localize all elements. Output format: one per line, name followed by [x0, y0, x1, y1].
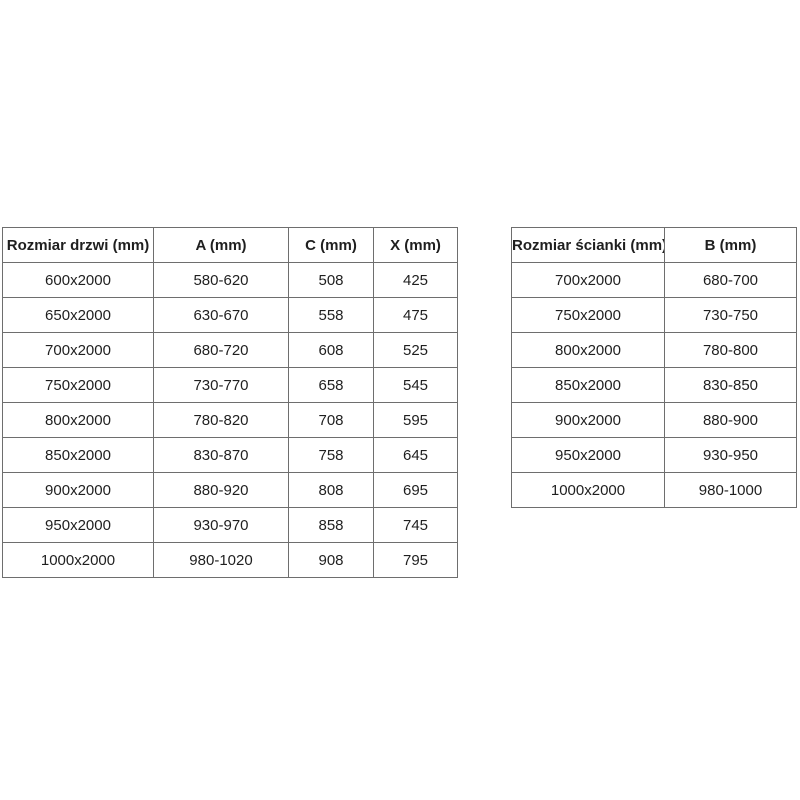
table-cell: 930-970: [153, 507, 289, 543]
table-row: 700x2000 680-720 608 525: [2, 332, 458, 368]
table-cell: 950x2000: [511, 437, 665, 473]
table-cell: 850x2000: [511, 367, 665, 403]
table-cell: 850x2000: [2, 437, 154, 473]
table-cell: 595: [373, 402, 458, 438]
table-cell: 600x2000: [2, 262, 154, 298]
table-header-cell: Rozmiar drzwi (mm): [2, 227, 154, 263]
table-row: 650x2000 630-670 558 475: [2, 297, 458, 333]
table-cell: 808: [288, 472, 374, 508]
table-cell: 758: [288, 437, 374, 473]
table-cell: 780-800: [664, 332, 797, 368]
table-cell: 650x2000: [2, 297, 154, 333]
table-cell: 980-1000: [664, 472, 797, 508]
table-cell: 730-770: [153, 367, 289, 403]
table-cell: 830-870: [153, 437, 289, 473]
table-header-row: Rozmiar ścianki (mm) B (mm): [511, 227, 797, 263]
table-header-cell: C (mm): [288, 227, 374, 263]
table-cell: 950x2000: [2, 507, 154, 543]
table-row: 800x2000 780-820 708 595: [2, 402, 458, 438]
table-cell: 580-620: [153, 262, 289, 298]
door-dimensions-table: Rozmiar drzwi (mm) A (mm) C (mm) X (mm) 600x…: [2, 227, 458, 578]
table-header-cell: B (mm): [664, 227, 797, 263]
table-cell: 900x2000: [2, 472, 154, 508]
table-header-cell: X (mm): [373, 227, 458, 263]
table-cell: 900x2000: [511, 402, 665, 438]
table-row: 800x2000 780-800: [511, 332, 797, 368]
table-row: 600x2000 580-620 508 425: [2, 262, 458, 298]
table-cell: 425: [373, 262, 458, 298]
table-cell: 645: [373, 437, 458, 473]
table-cell: 780-820: [153, 402, 289, 438]
table-cell: 1000x2000: [511, 472, 665, 508]
table-cell: 545: [373, 367, 458, 403]
table-cell: 795: [373, 542, 458, 578]
table-cell: 680-720: [153, 332, 289, 368]
table-cell: 858: [288, 507, 374, 543]
table-cell: 830-850: [664, 367, 797, 403]
table-row: 750x2000 730-750: [511, 297, 797, 333]
table-cell: 750x2000: [511, 297, 665, 333]
table-cell: 608: [288, 332, 374, 368]
table-row: 850x2000 830-870 758 645: [2, 437, 458, 473]
table-header-row: Rozmiar drzwi (mm) A (mm) C (mm) X (mm): [2, 227, 458, 263]
table-cell: 750x2000: [2, 367, 154, 403]
table-cell: 525: [373, 332, 458, 368]
table-cell: 745: [373, 507, 458, 543]
table-cell: 800x2000: [511, 332, 665, 368]
table-cell: 475: [373, 297, 458, 333]
table-row: 1000x2000 980-1000: [511, 472, 797, 508]
table-row: 900x2000 880-920 808 695: [2, 472, 458, 508]
table-cell: 880-920: [153, 472, 289, 508]
table-cell: 800x2000: [2, 402, 154, 438]
table-header-cell: A (mm): [153, 227, 289, 263]
table-cell: 680-700: [664, 262, 797, 298]
wall-dimensions-table: Rozmiar ścianki (mm) B (mm) 700x2000 680-70…: [511, 227, 797, 508]
table-row: 950x2000 930-970 858 745: [2, 507, 458, 543]
table-row: 750x2000 730-770 658 545: [2, 367, 458, 403]
table-row: 850x2000 830-850: [511, 367, 797, 403]
table-cell: 630-670: [153, 297, 289, 333]
table-row: 900x2000 880-900: [511, 402, 797, 438]
table-row: 1000x2000 980-1020 908 795: [2, 542, 458, 578]
table-cell: 980-1020: [153, 542, 289, 578]
table-cell: 700x2000: [511, 262, 665, 298]
table-cell: 708: [288, 402, 374, 438]
table-cell: 908: [288, 542, 374, 578]
table-cell: 930-950: [664, 437, 797, 473]
table-cell: 658: [288, 367, 374, 403]
table-row: 700x2000 680-700: [511, 262, 797, 298]
table-header-cell: Rozmiar ścianki (mm): [511, 227, 665, 263]
table-cell: 558: [288, 297, 374, 333]
table-row: 950x2000 930-950: [511, 437, 797, 473]
table-cell: 508: [288, 262, 374, 298]
table-cell: 700x2000: [2, 332, 154, 368]
table-cell: 695: [373, 472, 458, 508]
table-cell: 1000x2000: [2, 542, 154, 578]
table-cell: 730-750: [664, 297, 797, 333]
table-cell: 880-900: [664, 402, 797, 438]
